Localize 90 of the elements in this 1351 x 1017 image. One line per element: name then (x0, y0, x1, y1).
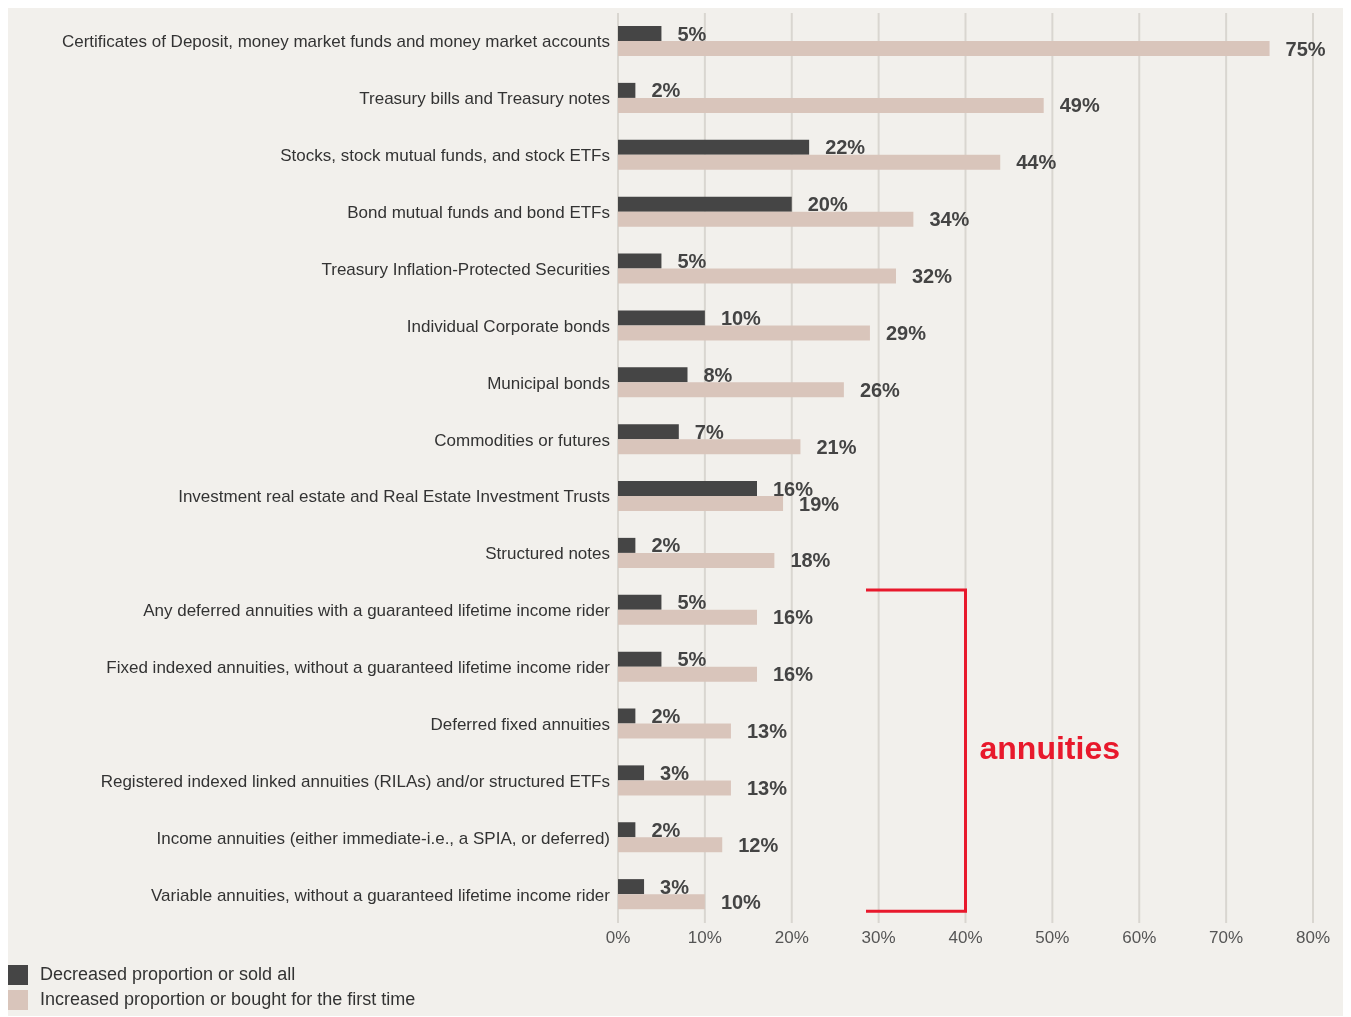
bar (618, 780, 731, 796)
data-label: 2% (651, 534, 681, 557)
data-label: 18% (790, 549, 831, 572)
bar (618, 196, 792, 212)
x-tick-label: 30% (861, 928, 896, 948)
bar (618, 837, 723, 853)
bar (618, 765, 645, 781)
y-tick-label: Stocks, stock mutual funds, and stock ETFs (280, 146, 610, 166)
x-tick-label: 20% (774, 928, 809, 948)
data-label: 21% (816, 435, 857, 458)
data-label: 32% (912, 265, 953, 288)
bar (618, 310, 705, 326)
bar (618, 594, 662, 610)
bar (618, 41, 1270, 56)
data-label: 16% (773, 606, 814, 629)
x-tick-label: 80% (1295, 928, 1331, 948)
bar (618, 723, 731, 739)
data-label: 16% (773, 663, 814, 686)
bar (618, 537, 636, 553)
data-label: 5% (677, 22, 707, 45)
annotation: annuities (979, 730, 1120, 768)
bar (618, 82, 636, 98)
bar (618, 496, 784, 511)
x-tick-label: 50% (1035, 928, 1070, 948)
x-tick-label: 40% (948, 928, 983, 948)
bar (618, 651, 662, 667)
y-tick-label: Treasury Inflation-Protected Securities (321, 259, 610, 279)
data-label: 44% (1016, 151, 1057, 174)
bar (618, 268, 896, 284)
data-label: 8% (703, 363, 733, 386)
bar (618, 894, 705, 910)
data-label: 20% (807, 193, 848, 216)
y-tick-label: Treasury bills and Treasury notes (359, 89, 610, 109)
bar (618, 26, 662, 41)
bar (618, 211, 914, 227)
data-label: 10% (720, 890, 762, 913)
data-label: 10% (720, 306, 762, 329)
data-label: 2% (651, 818, 681, 841)
bar (618, 97, 1044, 113)
x-tick-label: 0% (605, 928, 631, 948)
bar (618, 424, 679, 440)
y-tick-label: Investment real estate and Real Estate Investment Trusts (178, 487, 610, 507)
y-tick-label: Commodities or futures (434, 430, 610, 450)
y-tick-label: Certificates of Deposit, money market funds and money market accounts (61, 32, 610, 52)
data-label: 75% (1285, 37, 1326, 60)
data-label: 2% (651, 705, 681, 728)
data-label: 5% (677, 250, 707, 273)
bar (618, 139, 810, 155)
data-label: 49% (1059, 94, 1100, 117)
y-tick-label: Deferred fixed annuities (430, 714, 610, 734)
bar (618, 666, 757, 682)
x-tick-label: 60% (1122, 928, 1157, 948)
bar (618, 609, 757, 625)
bar (618, 154, 1001, 170)
data-label: 13% (746, 776, 788, 799)
y-tick-label: Bond mutual funds and bond ETFs (347, 203, 610, 223)
data-label: 34% (929, 208, 970, 231)
data-label: 3% (660, 761, 690, 784)
data-label: 3% (660, 875, 690, 898)
bar (618, 439, 801, 455)
bar (618, 822, 636, 838)
y-tick-label: Municipal bonds (487, 373, 610, 393)
data-label: 26% (859, 378, 901, 401)
bar (618, 367, 688, 383)
data-label: 5% (677, 648, 707, 671)
bar (618, 708, 636, 724)
bar (618, 325, 870, 341)
data-label: 7% (694, 420, 724, 443)
data-label: 22% (825, 136, 866, 159)
y-tick-label: Registered indexed linked annuities (RILAs) and/or structured ETFs (100, 771, 610, 791)
data-label: 13% (746, 720, 788, 743)
y-tick-label: Income annuities (either immediate-i.e., a SPIA, or deferred) (156, 828, 610, 848)
bar (618, 481, 757, 496)
bar (618, 552, 775, 568)
bar (618, 879, 645, 895)
bar (618, 382, 844, 398)
y-tick-label: Structured notes (485, 544, 610, 564)
legend-label: Decreased proportion or sold all (39, 963, 296, 986)
y-tick-label: Individual Corporate bonds (406, 316, 610, 336)
data-label: 29% (885, 321, 927, 344)
legend-label: Increased proportion or bought for the first time (39, 988, 416, 1011)
y-tick-label: Variable annuities, without a guaranteed lifetime income rider (151, 885, 611, 905)
y-tick-label: Fixed indexed annuities, without a guaranteed lifetime income rider (106, 658, 611, 678)
bar (618, 253, 662, 269)
x-tick-label: 10% (687, 928, 722, 948)
x-tick-label: 70% (1209, 928, 1244, 948)
data-label: 12% (738, 833, 779, 856)
data-label: 5% (677, 591, 707, 614)
data-label: 2% (651, 79, 681, 102)
y-tick-label: Any deferred annuities with a guaranteed lifetime income rider (143, 601, 611, 621)
